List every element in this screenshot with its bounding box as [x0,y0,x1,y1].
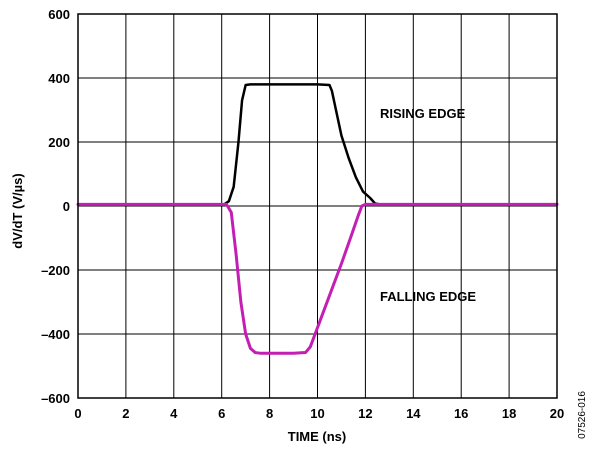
series-layer [76,83,559,355]
x-tick-label: 20 [550,406,564,421]
falling-edge-line [76,202,559,355]
y-tick-label: –200 [41,263,70,278]
y-tick-label: 600 [48,7,70,22]
y-tick-label: 200 [48,135,70,150]
y-tick-label: 400 [48,71,70,86]
x-tick-label: 8 [266,406,273,421]
x-tick-label: 6 [218,406,225,421]
y-tick-label: 0 [63,199,70,214]
x-tick-label: 2 [122,406,129,421]
x-tick-labels: 0 2 4 6 8 10 12 14 16 18 20 [74,406,564,421]
falling-edge-annotation: FALLING EDGE [380,289,476,304]
rising-edge-line [76,83,559,206]
x-tick-label: 0 [74,406,81,421]
y-tick-labels: 600 400 200 0 –200 –400 –600 [41,7,70,406]
rising-edge-annotation: RISING EDGE [380,106,466,121]
x-tick-label: 16 [454,406,468,421]
x-axis-title: TIME (ns) [288,429,347,444]
plot-frame [77,13,558,399]
x-tick-label: 18 [502,406,516,421]
y-tick-label: –400 [41,327,70,342]
y-axis-title: dV/dT (V/µs) [10,173,25,248]
x-tick-label: 14 [406,406,421,421]
figure-id: 07526-016 [577,391,588,439]
x-tick-label: 12 [358,406,372,421]
y-tick-label: –600 [41,391,70,406]
x-tick-label: 10 [310,406,324,421]
x-tick-label: 4 [170,406,178,421]
grid [77,13,558,399]
